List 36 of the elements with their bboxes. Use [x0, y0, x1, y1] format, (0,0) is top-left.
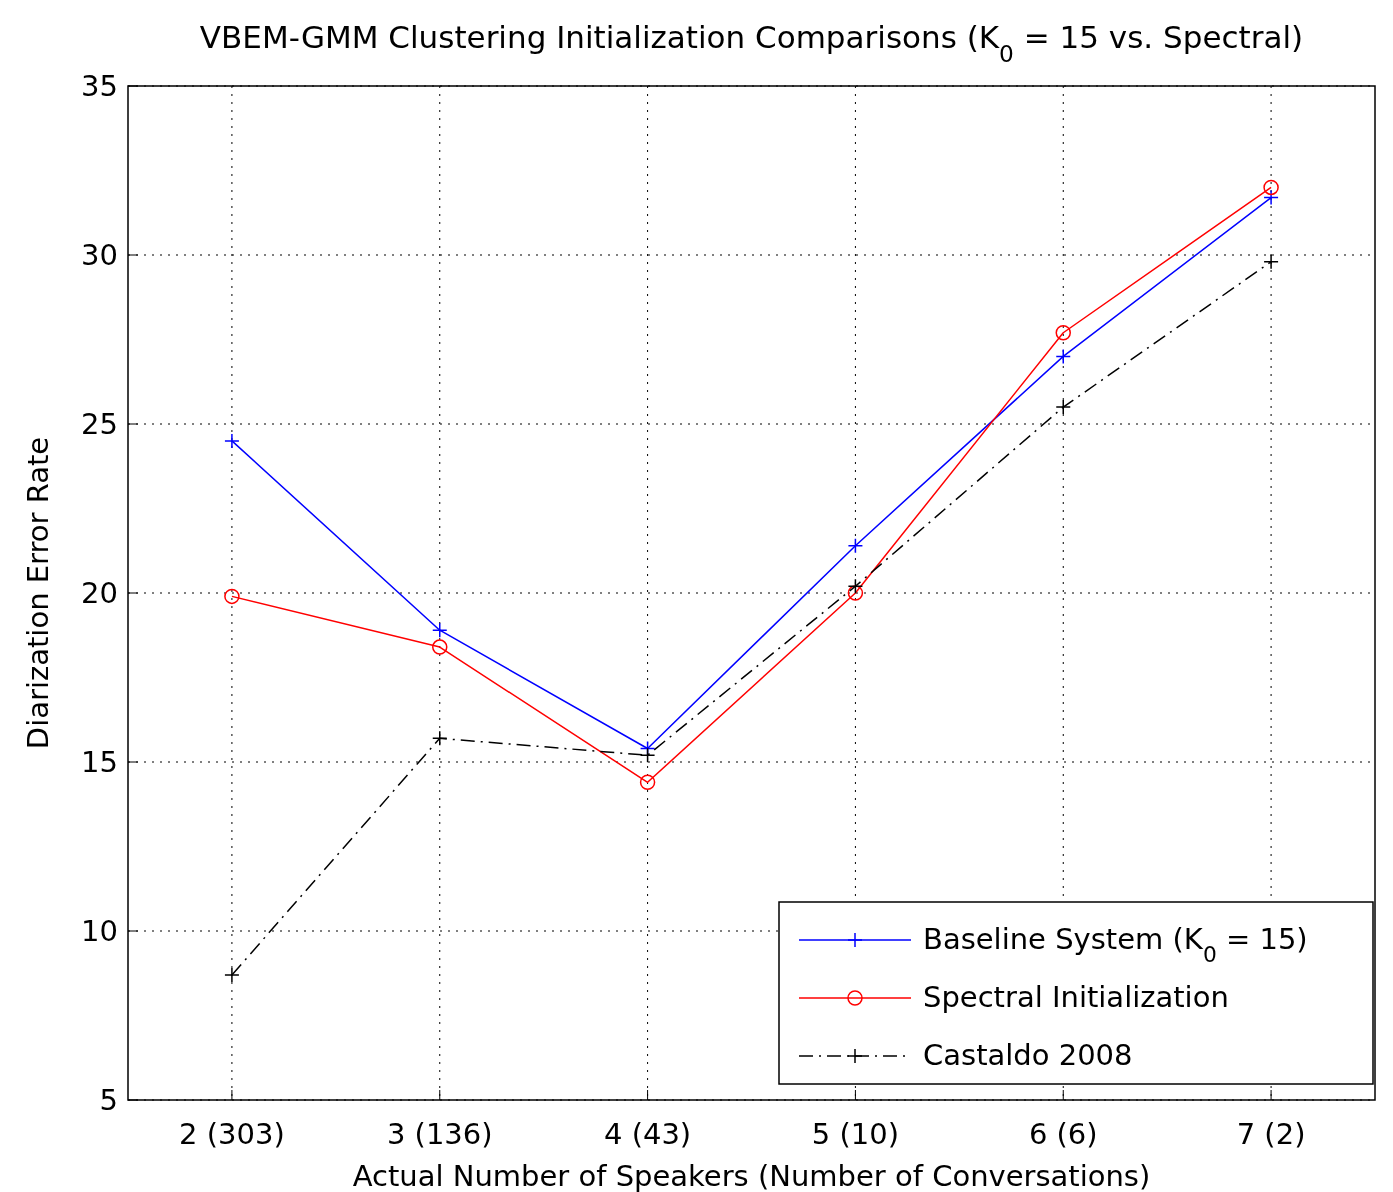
point — [1055, 348, 1071, 365]
y-tick-label: 5 — [99, 1083, 118, 1118]
point — [639, 747, 656, 763]
y-tick-label: 25 — [81, 407, 118, 442]
point — [1055, 324, 1071, 341]
legend-label: Spectral Initialization — [923, 979, 1229, 1014]
legend-label: Castaldo 2008 — [923, 1037, 1133, 1072]
y-tick-label: 30 — [81, 238, 118, 273]
point — [224, 588, 240, 605]
y-axis-title: Diarization Error Rate — [21, 436, 55, 750]
x-tick-label: 6 (6) — [1028, 1117, 1098, 1151]
y-tick-label: 20 — [81, 576, 118, 611]
point — [224, 967, 240, 983]
point — [847, 585, 864, 601]
x-tick-label: 7 (2) — [1236, 1117, 1306, 1151]
point — [847, 578, 864, 594]
point — [432, 639, 448, 655]
y-tick-label: 15 — [81, 745, 118, 780]
x-tick-label: 2 (303) — [179, 1117, 285, 1151]
y-tick-label: 10 — [81, 914, 118, 949]
legend-label: Baseline System (K$_{0}$ = 15) — [923, 921, 1308, 967]
chart-title: VBEM-GMM Clustering Initialization Comparisons (K$_{0}$ = 15 vs. Spectral) — [199, 19, 1304, 67]
point — [639, 774, 656, 791]
point — [1055, 399, 1071, 415]
point — [1263, 179, 1279, 196]
x-tick-label: 3 (136) — [386, 1117, 493, 1151]
point — [224, 433, 240, 449]
x-axis-title: Actual Number of Speakers (Number of Conversations) — [352, 1159, 1151, 1192]
point — [432, 730, 448, 747]
x-tick-label: 4 (43) — [603, 1117, 692, 1151]
y-tick-label: 35 — [81, 69, 118, 104]
x-tick-label: 5 (10) — [811, 1117, 900, 1151]
point — [1263, 254, 1279, 270]
point — [432, 622, 448, 638]
point — [1263, 189, 1279, 206]
point — [847, 537, 864, 554]
